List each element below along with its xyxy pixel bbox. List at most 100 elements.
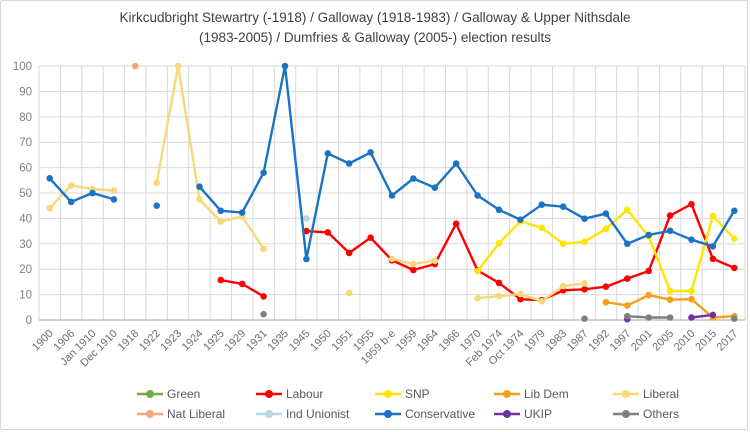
data-point-conservative (452, 160, 460, 167)
data-point-ind-unionist (303, 215, 310, 222)
data-point-ukip (688, 314, 695, 321)
data-point-snp (731, 235, 738, 242)
data-point-others (581, 315, 588, 323)
data-point-others (260, 310, 267, 318)
chart-title-line-1: Kirkcudbright Stewartry (-1918) / Gallow… (120, 10, 631, 25)
legend-marker-dot (622, 390, 630, 398)
legend-marker-dot (265, 390, 273, 398)
series-snp (474, 206, 738, 295)
data-point-liberal (410, 260, 417, 268)
data-point-lib-dem (666, 296, 674, 304)
data-point-liberal (67, 182, 75, 189)
data-point-conservative (731, 207, 738, 215)
data-point-conservative (238, 209, 246, 216)
data-point-labour (709, 255, 717, 263)
data-point-liberal (431, 257, 439, 265)
legend-label: Green (167, 387, 200, 401)
data-point-conservative (602, 210, 610, 217)
data-point-labour (645, 267, 652, 275)
series-others (260, 310, 738, 323)
data-point-conservative (474, 192, 481, 199)
data-point-conservative (367, 149, 374, 156)
data-point-labour (624, 275, 631, 282)
x-tick-label: 1959 (394, 328, 420, 354)
legend-marker-dot (622, 410, 630, 418)
x-tick-label: 1918 (116, 328, 142, 354)
legend-marker-dot (146, 390, 154, 398)
data-point-liberal (153, 179, 160, 187)
legend-label: Liberal (643, 387, 679, 401)
series-line-ukip (690, 313, 715, 319)
y-tick-label: 10 (19, 290, 32, 302)
data-point-liberal (581, 280, 588, 287)
data-point-others (645, 314, 652, 321)
y-axis-labels: 0 10 20 30 40 50 60 70 80 90 100 (13, 61, 32, 327)
data-point-liberal (46, 204, 53, 212)
data-point-conservative (260, 169, 267, 176)
data-point-labour (367, 234, 374, 241)
legend-label: Ind Unionist (286, 407, 350, 421)
data-point-labour (217, 276, 225, 284)
data-point-conservative (517, 216, 524, 223)
series-line-snp (476, 208, 736, 293)
data-point-conservative (67, 198, 75, 206)
data-point-snp (709, 212, 717, 220)
legend-item-liberal: Liberal (613, 387, 679, 401)
y-tick-label: 60 (19, 163, 32, 175)
x-tick-label: 1929 (223, 328, 249, 354)
data-point-liberal (388, 255, 396, 263)
data-point-conservative (581, 215, 588, 222)
series-line-conservative (48, 64, 736, 261)
data-point-labour (452, 220, 460, 227)
data-point-labour (260, 293, 267, 300)
series-ind-unionist (303, 215, 310, 222)
data-point-labour (688, 200, 695, 208)
x-tick-label: 1964 (415, 328, 441, 354)
legend-item-ind-unionist: Ind Unionist (256, 407, 350, 421)
data-point-conservative (281, 62, 289, 70)
data-point-liberal (517, 290, 524, 298)
data-point-conservative (388, 192, 396, 199)
data-point-others (666, 314, 674, 321)
y-tick-label: 70 (19, 137, 32, 149)
x-tick-label: 1950 (308, 328, 334, 354)
legend-item-lib-dem: Lib Dem (494, 387, 569, 401)
x-tick-label: 1923 (158, 328, 184, 354)
x-tick-label: 1987 (565, 328, 591, 354)
legend-marker-dot (503, 390, 511, 398)
data-point-conservative (345, 160, 353, 167)
y-tick-label: 80 (19, 112, 32, 124)
y-tick-label: 40 (19, 213, 32, 225)
x-tick-label: 1983 (543, 328, 569, 354)
legend-item-ukip: UKIP (494, 407, 552, 421)
data-point-nat-liberal (132, 62, 139, 70)
x-tick-label: 1966 (437, 328, 463, 354)
data-point-conservative (709, 243, 717, 250)
data-point-snp (495, 240, 503, 247)
data-point-conservative (666, 227, 674, 235)
data-point-liberal (196, 196, 203, 203)
y-tick-label: 0 (26, 315, 32, 327)
x-tick-label: 2001 (629, 328, 655, 354)
data-point-lib-dem (602, 298, 610, 306)
data-point-conservative (431, 184, 439, 191)
data-point-labour (303, 227, 310, 235)
data-point-conservative (46, 175, 53, 182)
data-point-conservative (303, 255, 310, 263)
legend-label: Lib Dem (524, 387, 569, 401)
data-point-others (624, 312, 631, 320)
data-point-snp (624, 206, 631, 214)
y-tick-label: 20 (19, 264, 32, 276)
data-point-snp (474, 267, 481, 275)
data-point-conservative (110, 196, 118, 203)
data-point-snp (688, 287, 695, 295)
data-point-conservative (410, 175, 417, 182)
y-tick-label: 90 (19, 86, 32, 98)
data-point-conservative (538, 201, 546, 208)
legend-label: Nat Liberal (167, 407, 225, 421)
y-tick-label: 50 (19, 188, 32, 200)
data-point-conservative (624, 240, 631, 248)
x-tick-label: 1979 (522, 328, 548, 354)
data-point-liberal (474, 294, 481, 302)
